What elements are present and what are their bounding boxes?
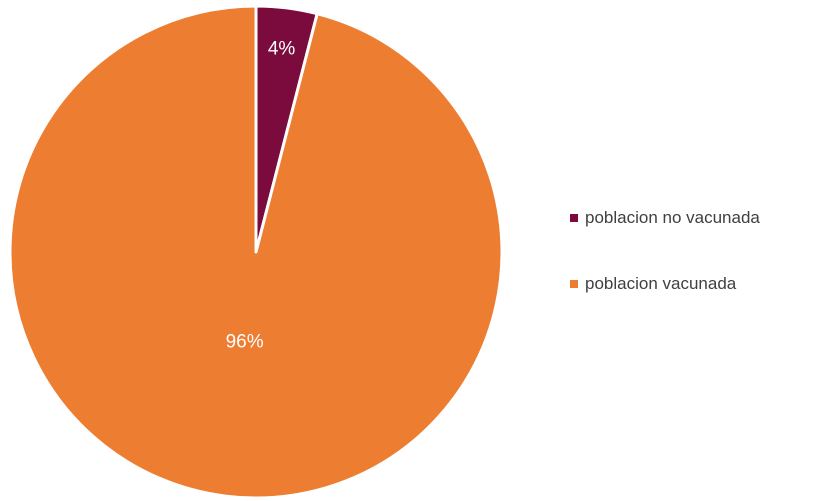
legend-label-vacunada: poblacion vacunada (585, 274, 737, 293)
pie-slice-poblacion-vacunada (8, 4, 504, 500)
legend-label-no-vacunada: poblacion no vacunada (585, 208, 760, 227)
legend-swatch-no-vacunada (570, 214, 578, 222)
legend-item-no-vacunada: poblacion no vacunada (570, 206, 760, 230)
legend-item-vacunada: poblacion vacunada (570, 272, 760, 296)
pie-data-label-poblacion-vacunada: 96% (226, 331, 264, 352)
pie-data-labels: 4% 96% (226, 38, 296, 352)
pie-slices (8, 4, 504, 500)
legend-swatch-vacunada (570, 280, 578, 288)
pie-data-label-poblacion-no-vacunada: 4% (268, 38, 296, 59)
legend: poblacion no vacunada poblacion vacunada (570, 206, 760, 338)
